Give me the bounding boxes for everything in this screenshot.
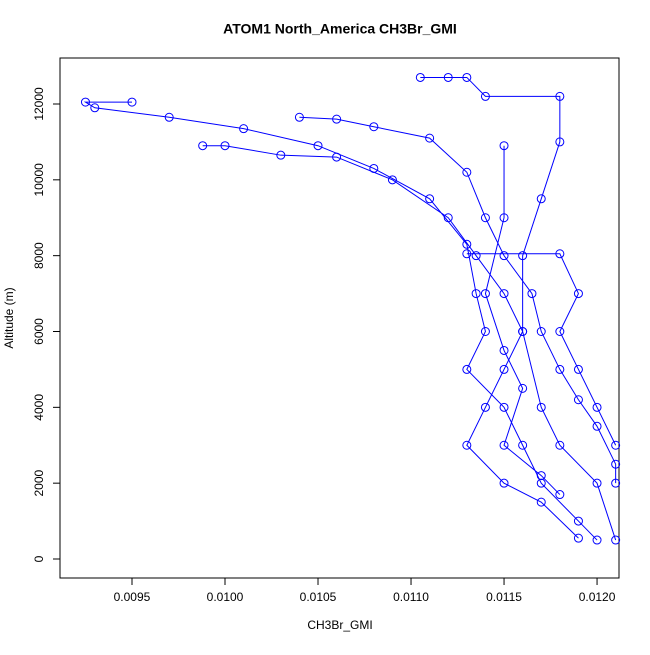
- point: [555, 249, 565, 259]
- x-tick-label: 0.0095: [114, 590, 151, 604]
- point: [611, 459, 621, 469]
- point: [611, 535, 621, 545]
- point: [555, 490, 565, 500]
- point: [480, 213, 490, 223]
- point: [499, 213, 509, 223]
- point: [480, 289, 490, 299]
- x-tick-label: 0.0110: [393, 590, 429, 604]
- point: [499, 478, 509, 488]
- point: [573, 364, 583, 374]
- point: [518, 251, 528, 261]
- point: [480, 326, 490, 336]
- y-tick-label: 10000: [32, 163, 46, 197]
- point: [127, 97, 137, 107]
- point: [573, 395, 583, 405]
- point: [462, 72, 472, 82]
- point: [462, 239, 472, 249]
- point: [462, 167, 472, 177]
- point: [611, 478, 621, 488]
- point: [425, 133, 435, 143]
- trace-line: [83, 76, 617, 541]
- point: [369, 122, 379, 132]
- point: [313, 141, 323, 151]
- point: [573, 533, 583, 543]
- point: [369, 163, 379, 173]
- point: [499, 345, 509, 355]
- point: [555, 326, 565, 336]
- point: [555, 91, 565, 101]
- y-tick-label: 12000: [32, 87, 46, 121]
- point: [164, 112, 174, 122]
- point: [415, 72, 425, 82]
- point: [387, 175, 397, 185]
- plot-frame: [59, 57, 620, 579]
- point: [239, 124, 249, 134]
- point: [499, 251, 509, 261]
- point: [462, 364, 472, 374]
- point: [462, 440, 472, 450]
- point: [443, 72, 453, 82]
- x-tick-label: 0.0115: [486, 590, 522, 604]
- point: [527, 289, 537, 299]
- x-tick-label: 0.0105: [300, 590, 337, 604]
- point: [573, 289, 583, 299]
- y-tick-label: 0: [32, 555, 46, 562]
- point: [198, 141, 208, 151]
- chart-title: ATOM1 North_America CH3Br_GMI: [223, 21, 457, 37]
- y-tick-label: 4000: [32, 394, 46, 421]
- point: [480, 402, 490, 412]
- point: [499, 289, 509, 299]
- point: [592, 478, 602, 488]
- point: [592, 402, 602, 412]
- point: [462, 249, 472, 259]
- point: [555, 440, 565, 450]
- point: [425, 194, 435, 204]
- point: [499, 141, 509, 151]
- point: [573, 516, 583, 526]
- point: [443, 213, 453, 223]
- point: [536, 326, 546, 336]
- point: [592, 535, 602, 545]
- point: [611, 440, 621, 450]
- y-tick-label: 2000: [32, 469, 46, 496]
- point: [294, 112, 304, 122]
- point: [499, 440, 509, 450]
- point: [592, 421, 602, 431]
- point: [518, 440, 528, 450]
- y-tick-label: 8000: [32, 242, 46, 269]
- point: [555, 364, 565, 374]
- x-tick-label: 0.0100: [207, 590, 244, 604]
- point: [555, 137, 565, 147]
- point: [518, 383, 528, 393]
- point: [471, 251, 481, 261]
- point: [536, 471, 546, 481]
- point: [90, 103, 100, 113]
- point: [536, 194, 546, 204]
- point: [471, 289, 481, 299]
- point: [536, 497, 546, 507]
- y-axis-label: Altitude (m): [2, 287, 16, 348]
- point: [480, 91, 490, 101]
- y-tick-label: 6000: [32, 318, 46, 345]
- point: [499, 402, 509, 412]
- point: [536, 402, 546, 412]
- x-tick-label: 0.0120: [579, 590, 616, 604]
- point: [220, 141, 230, 151]
- point: [518, 326, 528, 336]
- point: [499, 364, 509, 374]
- x-axis-label: CH3Br_GMI: [307, 618, 372, 632]
- point: [332, 152, 342, 162]
- point: [276, 150, 286, 160]
- point: [332, 114, 342, 124]
- point: [80, 97, 90, 107]
